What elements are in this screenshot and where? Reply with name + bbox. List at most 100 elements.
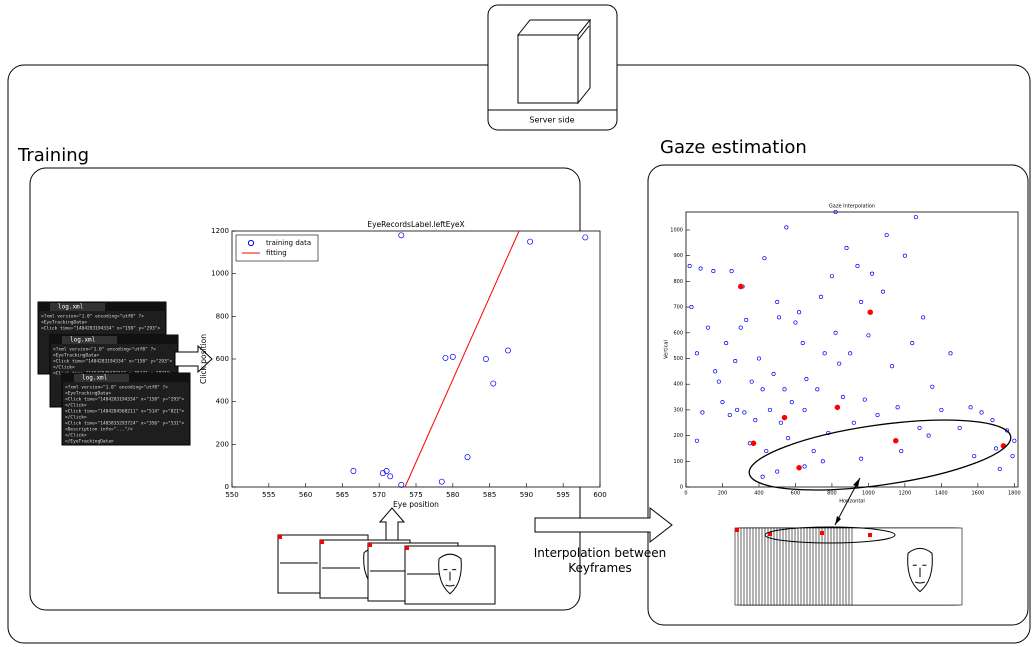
point <box>735 407 740 412</box>
point <box>582 234 589 241</box>
point <box>1005 428 1010 433</box>
point <box>350 468 357 474</box>
point <box>833 330 838 335</box>
window-bg <box>61 372 191 446</box>
point <box>862 397 867 402</box>
point <box>880 289 886 294</box>
y-tick-label: 800 <box>216 312 229 320</box>
point <box>729 269 734 274</box>
y-axis-label: Vertical <box>664 340 670 359</box>
point <box>866 333 871 338</box>
point <box>490 380 497 387</box>
code-line: </EyeTrackingData> <box>65 439 114 445</box>
y-tick-label: 400 <box>216 398 229 406</box>
x-tick-label: 800 <box>827 491 837 497</box>
keyframe-strip <box>734 527 963 606</box>
x-axis-label: Horizontal <box>839 499 865 505</box>
log-window: log.xml <?xml version="1.0" encoding="utf… <box>61 372 191 446</box>
y-tick-label: 300 <box>673 407 683 413</box>
code-line: <Click time="1404283194334" x="158" y="2… <box>65 397 184 403</box>
point <box>793 320 798 325</box>
y-tick-label: 1200 <box>211 227 229 235</box>
x-tick-label: 575 <box>409 491 422 499</box>
point <box>687 263 692 269</box>
point <box>902 253 907 258</box>
x-tick-label: 580 <box>446 491 459 499</box>
point <box>689 305 694 310</box>
point <box>979 410 984 415</box>
point <box>464 454 471 461</box>
code-line: <Click time="1404284568211" x="514" y="8… <box>65 409 184 415</box>
marker <box>320 540 324 544</box>
chart-title: EyeRecordsLabel.leftEyeX <box>367 220 464 229</box>
point <box>899 448 904 454</box>
x-tick-label: 565 <box>336 491 349 499</box>
point <box>383 468 390 474</box>
point <box>893 437 899 444</box>
tab <box>74 374 129 382</box>
point <box>398 232 405 239</box>
point <box>767 407 772 412</box>
point <box>796 464 802 471</box>
section-title: Gaze estimation <box>660 137 807 158</box>
legend-swatch <box>247 239 255 247</box>
point <box>815 387 820 392</box>
code-line: <Click time="1404283194334" x="158" y="2… <box>41 326 160 332</box>
point <box>802 464 807 469</box>
tab-title: log.xml <box>70 337 96 344</box>
point <box>1010 454 1015 459</box>
code-line: <?xml version="1.0" encoding="utf8" ?> <box>41 314 144 320</box>
y-tick-label: 100 <box>673 459 683 465</box>
point <box>764 448 769 454</box>
point <box>760 387 765 392</box>
tab <box>62 336 117 344</box>
tab <box>50 303 105 311</box>
point <box>775 299 780 305</box>
plot-frame <box>685 211 1019 488</box>
point <box>875 412 880 418</box>
code-line: <Click time="1405835293724" x="356" y="5… <box>65 421 184 427</box>
point <box>742 410 747 415</box>
selection-ellipse <box>748 419 1012 491</box>
log-windows: log.xml <?xml version="1.0" encoding="utf… <box>37 301 191 446</box>
y-tick-label: 200 <box>673 433 683 439</box>
point <box>910 341 915 346</box>
code-line: <Description info="..."/> <box>65 427 133 433</box>
marker <box>405 546 409 550</box>
point <box>705 325 710 330</box>
point <box>749 379 754 384</box>
point <box>833 209 838 215</box>
point <box>968 405 973 410</box>
marker <box>820 531 824 535</box>
point <box>890 364 895 369</box>
code-line: </Click> <box>65 415 87 421</box>
y-tick-label: 800 <box>673 279 683 285</box>
point <box>837 361 842 366</box>
point <box>505 347 511 354</box>
x-tick-label: 570 <box>373 491 386 499</box>
legend-label: fitting <box>266 249 287 257</box>
x-tick-label: 1200 <box>899 491 912 497</box>
point <box>997 466 1002 472</box>
x-tick-label: 1800 <box>1008 491 1021 497</box>
code-line: <EyeTrackingData> <box>53 353 99 359</box>
server-icon <box>516 18 592 105</box>
point <box>771 371 776 376</box>
interpolation-label: Interpolation between Keyframes <box>533 546 667 575</box>
arrow <box>534 506 673 544</box>
code-line: <EyeTrackingData> <box>65 391 111 397</box>
point <box>840 394 845 400</box>
x-tick-label: 200 <box>718 491 728 497</box>
point <box>482 356 489 362</box>
x-tick-label: 400 <box>754 491 764 497</box>
marker <box>735 528 739 532</box>
gaze-box <box>647 164 1029 626</box>
point <box>527 238 534 245</box>
point <box>775 469 780 474</box>
point <box>756 356 762 361</box>
y-tick-label: 700 <box>673 305 683 311</box>
point <box>449 353 456 360</box>
point <box>438 478 445 485</box>
x-tick-label: 550 <box>225 491 238 499</box>
